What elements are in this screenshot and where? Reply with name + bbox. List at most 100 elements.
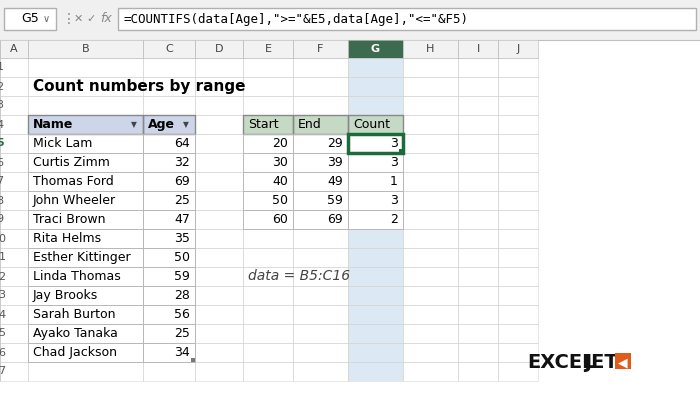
Bar	[498, 343, 538, 362]
Bar	[195, 153, 243, 172]
Text: Count: Count	[353, 118, 390, 131]
Bar	[0, 267, 28, 286]
Bar	[293, 40, 348, 58]
Bar	[28, 191, 143, 210]
Bar	[498, 58, 538, 77]
Bar	[0, 40, 28, 58]
Bar	[28, 172, 143, 191]
Text: End: End	[298, 118, 322, 131]
Text: Jay Brooks: Jay Brooks	[33, 289, 98, 302]
Text: Curtis Zimm: Curtis Zimm	[33, 156, 110, 169]
Bar	[348, 191, 403, 210]
Bar	[403, 324, 458, 343]
Bar	[243, 248, 293, 267]
Bar	[458, 115, 498, 134]
Bar	[195, 172, 243, 191]
Bar	[143, 134, 195, 153]
Bar	[403, 286, 458, 305]
Text: H: H	[426, 44, 435, 54]
Bar	[0, 191, 28, 210]
Text: 12: 12	[0, 272, 7, 282]
Bar	[293, 115, 348, 134]
Bar	[28, 115, 143, 134]
Bar	[0, 362, 28, 381]
Bar	[399, 149, 404, 154]
Bar	[615, 353, 631, 369]
Bar	[4, 8, 56, 30]
Bar	[348, 96, 403, 115]
Text: 1: 1	[0, 62, 4, 72]
Bar	[195, 343, 243, 362]
Bar	[28, 267, 143, 286]
Bar	[143, 40, 195, 58]
Text: 10: 10	[0, 234, 7, 244]
Bar	[243, 210, 293, 229]
Bar	[458, 134, 498, 153]
Bar	[293, 343, 348, 362]
Bar	[293, 115, 348, 134]
Bar	[143, 115, 195, 134]
Text: 9: 9	[0, 214, 4, 224]
Bar	[143, 305, 195, 324]
Bar	[293, 305, 348, 324]
Text: 14: 14	[0, 310, 7, 320]
Bar	[28, 286, 143, 305]
Bar	[348, 286, 403, 305]
Bar	[243, 134, 293, 153]
Bar	[28, 324, 143, 343]
Text: 32: 32	[174, 156, 190, 169]
Bar	[28, 248, 143, 267]
Bar	[0, 229, 28, 248]
Bar	[243, 172, 293, 191]
Text: 49: 49	[328, 175, 343, 188]
Bar	[293, 153, 348, 172]
Bar	[458, 172, 498, 191]
Bar	[28, 134, 143, 153]
Bar	[293, 248, 348, 267]
Bar	[348, 77, 403, 96]
Bar	[498, 77, 538, 96]
Bar	[28, 267, 143, 286]
Bar	[348, 58, 403, 77]
Bar	[0, 96, 28, 115]
Text: Thomas Ford: Thomas Ford	[33, 175, 113, 188]
Bar	[293, 115, 348, 134]
Bar	[348, 229, 403, 248]
Bar	[0, 229, 28, 248]
Bar	[243, 58, 293, 77]
Bar	[143, 324, 195, 343]
Bar	[28, 58, 143, 77]
Bar	[28, 286, 143, 305]
Bar	[403, 248, 458, 267]
Text: Rita Helms: Rita Helms	[33, 232, 101, 245]
Text: Ayako Tanaka: Ayako Tanaka	[33, 327, 118, 340]
Bar	[28, 210, 143, 229]
Bar	[348, 343, 403, 362]
Bar	[143, 153, 195, 172]
Text: 1: 1	[390, 175, 398, 188]
Bar	[348, 153, 403, 172]
Text: J: J	[517, 44, 519, 54]
Bar	[293, 362, 348, 381]
Bar	[348, 115, 403, 134]
Bar	[143, 210, 195, 229]
Bar	[243, 286, 293, 305]
Bar	[28, 96, 143, 115]
Bar	[458, 286, 498, 305]
Bar	[458, 343, 498, 362]
Bar	[293, 172, 348, 191]
Bar	[403, 96, 458, 115]
Bar	[348, 324, 403, 343]
Bar	[0, 134, 28, 153]
Text: 20: 20	[272, 137, 288, 150]
Bar	[348, 115, 403, 134]
Text: John Wheeler: John Wheeler	[33, 194, 116, 207]
Bar	[243, 77, 293, 96]
Bar	[293, 229, 348, 248]
Text: data = B5:C16: data = B5:C16	[248, 270, 350, 284]
Bar	[143, 305, 195, 324]
Text: 3: 3	[0, 100, 4, 110]
Bar	[348, 191, 403, 210]
Bar	[0, 210, 28, 229]
Bar	[28, 343, 143, 362]
